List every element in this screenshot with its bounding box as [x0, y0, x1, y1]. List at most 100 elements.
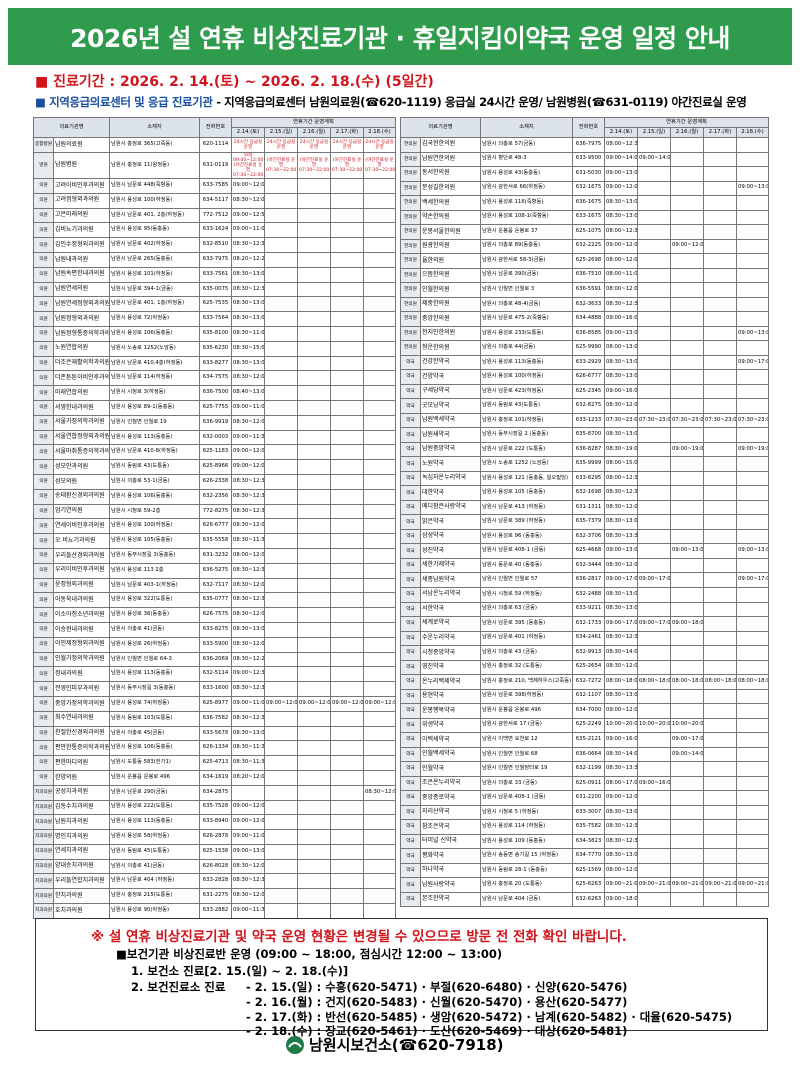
- facility-name: 서울마취통증의학과의원: [53, 444, 110, 461]
- table-cell: 08:00~12:00: [604, 862, 638, 879]
- facility-name: 우리들산경외과의원: [53, 547, 110, 564]
- facility-name: 메디팜큰사랑약국: [420, 499, 481, 516]
- table-cell: [637, 601, 671, 617]
- table-cell: [363, 444, 396, 461]
- table-cell: [264, 562, 298, 579]
- table-cell: [330, 755, 364, 771]
- table-cell: 08:30~13:00: [604, 514, 638, 530]
- table-cell: [637, 267, 671, 284]
- table-cell: [736, 717, 769, 734]
- table-cell: 08:30~11:30: [231, 755, 265, 771]
- table-cell: [363, 636, 396, 653]
- table-cell: 08:30~12:30: [231, 681, 265, 697]
- table-cell: 08:00~12:00: [231, 547, 265, 564]
- table-cell: 09:00~21:00: [670, 877, 704, 893]
- table-cell: 636-7510: [572, 267, 605, 284]
- table-cell: 633-2828: [199, 873, 232, 890]
- table-cell: [736, 470, 769, 487]
- table-cell: 08:30~13:00: [604, 209, 638, 226]
- table-cell: 633-7561: [199, 266, 232, 283]
- table-cell: [637, 456, 671, 472]
- table-cell: 08:30~12:30: [231, 237, 265, 254]
- table-cell: 약국: [400, 369, 421, 385]
- table-cell: 약국: [400, 427, 421, 443]
- table-cell: [264, 725, 298, 742]
- table-cell: [637, 790, 671, 806]
- table-cell: [736, 282, 769, 298]
- table-cell: [670, 659, 704, 676]
- table-cell: 632-7117: [199, 577, 232, 594]
- table-cell: 625-4668: [572, 543, 605, 559]
- table-cell: [264, 385, 298, 401]
- table-cell: [736, 891, 769, 908]
- table-cell: 남원시 남문로 265(동충동): [109, 252, 200, 268]
- facility-name: 원광한의원: [420, 238, 481, 255]
- table-cell: 남원시 남문로 401, 2층(하정동): [109, 207, 200, 224]
- table-cell: 남원시 용성로 113(동충동): [480, 354, 573, 371]
- table-cell: 남원시 충정로 32 (도통동): [480, 659, 573, 676]
- table-cell: [637, 732, 671, 748]
- table-cell: [297, 237, 331, 254]
- table-cell: 09:00~12:00: [604, 790, 638, 806]
- facility-name: 노원약국: [420, 456, 481, 472]
- table-cell: [297, 429, 331, 446]
- table-cell: [363, 799, 396, 816]
- table-cell: 635-7379: [572, 514, 605, 530]
- table-cell: 08:30~13:30: [604, 528, 638, 545]
- facility-name: 건강한약국: [420, 354, 481, 371]
- facility-name: 대한약국: [420, 485, 481, 501]
- table-cell: [297, 592, 331, 609]
- facility-name: 남원사랑약국: [420, 877, 481, 893]
- table-cell: 남원시 남문로 410,4층(하정동): [109, 355, 200, 372]
- table-cell: 남원시 인월면 인월장터로 19: [480, 761, 573, 777]
- table-cell: 남원시 용성로 116(죽항동): [480, 195, 573, 211]
- table-cell: [330, 385, 364, 401]
- table-cell: [264, 814, 298, 831]
- table-cell: 남원시 의총로 43 (금동): [480, 645, 573, 661]
- table-cell: 08:30~13:00: [604, 354, 638, 371]
- table-cell: [297, 710, 331, 727]
- table-cell: [264, 547, 298, 564]
- table-cell: (야간진료실 운영 07:30~22:00): [297, 151, 331, 180]
- table-cell: [637, 253, 671, 269]
- table-cell: [363, 207, 396, 224]
- table-cell: [264, 829, 298, 845]
- table-cell: [703, 325, 737, 342]
- table-cell: 남원시 의총로 48-4(금동): [480, 296, 573, 313]
- table-cell: 치과의원: [33, 873, 54, 890]
- table-cell: 남원시 광한서로 17 (금동): [480, 717, 573, 734]
- table-cell: [736, 485, 769, 501]
- table-cell: [297, 340, 331, 357]
- table-cell: 625-1183: [199, 444, 232, 461]
- table-cell: 635-7528: [199, 799, 232, 816]
- table-cell: [264, 843, 298, 860]
- table-cell: [736, 224, 769, 240]
- table-cell: [363, 666, 396, 683]
- table-cell: [297, 207, 331, 224]
- table-cell: 08:00~18:00: [604, 674, 638, 690]
- facility-name: 구세당약국: [420, 383, 481, 400]
- table-cell: 08:30~11:30: [231, 740, 265, 757]
- table-cell: 남원시 남문로 404 (하정동): [109, 873, 200, 890]
- table-cell: 약국: [400, 717, 421, 734]
- table-cell: 남원시 용성로 95(동충동): [109, 222, 200, 239]
- table-cell: [264, 755, 298, 771]
- table-cell: 남원시 용성로 322(도통동): [109, 592, 200, 609]
- table-cell: 631-3232: [199, 547, 232, 564]
- table-cell: 08:20~12:20: [231, 252, 265, 268]
- table-cell: [264, 207, 298, 224]
- table-cell: 09:00~13:00: [736, 325, 769, 342]
- table-cell: 의원: [33, 503, 54, 520]
- table-cell: [637, 848, 671, 864]
- table-cell: 의원: [33, 414, 54, 431]
- table-cell: 한의원: [400, 166, 421, 182]
- table-cell: 09:00~19:00: [670, 441, 704, 458]
- table-cell: 08:30~12:30: [604, 485, 638, 501]
- table-cell: [670, 137, 704, 153]
- table-cell: [363, 311, 396, 327]
- table-cell: 의원: [33, 488, 54, 505]
- table-cell: 의원: [33, 651, 54, 668]
- table-cell: [363, 755, 396, 771]
- table-cell: [297, 399, 331, 416]
- table-cell: 한의원: [400, 180, 421, 197]
